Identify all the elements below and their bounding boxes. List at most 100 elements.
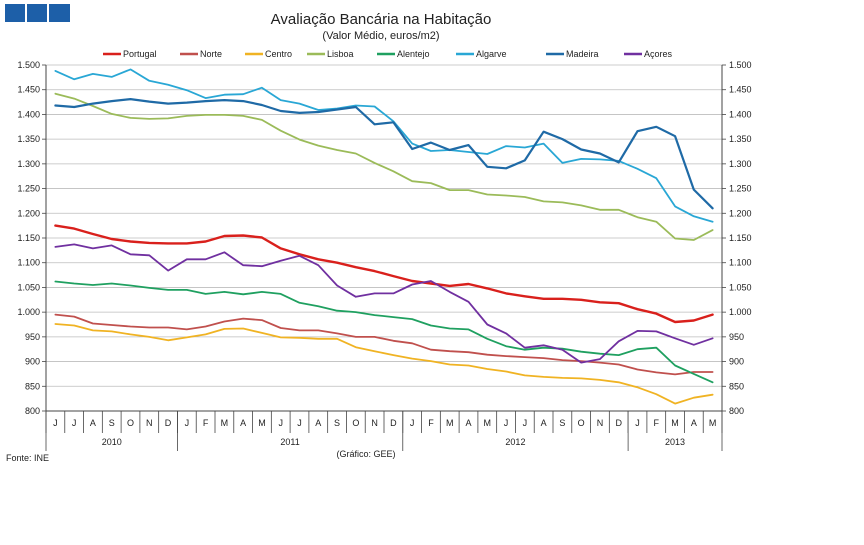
y-tick-label-right: 1.050	[729, 282, 752, 292]
series-line-lisboa	[54, 92, 714, 241]
x-month-label: A	[240, 418, 246, 428]
x-year-label: 2012	[505, 437, 525, 447]
x-month-label: D	[165, 418, 172, 428]
y-tick-label-right: 1.450	[729, 85, 752, 95]
series-line-norte	[54, 313, 714, 376]
x-month-label: J	[278, 418, 283, 428]
legend-label: Centro	[265, 49, 292, 59]
x-year-label: 2013	[665, 437, 685, 447]
x-month-label: A	[90, 418, 96, 428]
x-month-label: N	[146, 418, 153, 428]
y-tick-label-left: 1.400	[17, 109, 40, 119]
y-axis-left: 800 850 900 950 1.000 1.050 1.100 1.150 1.200 1.2…	[17, 60, 47, 416]
x-year-label: 2010	[102, 437, 122, 447]
y-tick-label-left: 1.350	[17, 134, 40, 144]
y-tick-label-right: 850	[729, 381, 744, 391]
x-month-label: M	[671, 418, 679, 428]
x-month-label: N	[371, 418, 378, 428]
legend-label: Portugal	[123, 49, 157, 59]
gee-logo	[5, 4, 70, 22]
chart-title: Avaliação Bancária na Habitação	[271, 11, 492, 28]
y-tick-label-right: 800	[729, 406, 744, 416]
y-tick-label-left: 1.250	[17, 184, 40, 194]
y-tick-label-left: 1.300	[17, 159, 40, 169]
y-tick-label-right: 1.300	[729, 159, 752, 169]
legend-label: Açores	[644, 49, 673, 59]
logo-square-1	[5, 4, 25, 22]
x-month-label: J	[72, 418, 77, 428]
source-note: Fonte: INE	[6, 453, 49, 463]
legend-item: Açores	[624, 49, 673, 59]
x-month-label: F	[654, 418, 660, 428]
x-month-label: F	[428, 418, 434, 428]
chart-subtitle: (Valor Médio, euros/m2)	[322, 30, 439, 42]
y-tick-label-left: 950	[25, 332, 40, 342]
x-month-label: J	[504, 418, 509, 428]
x-month-label: O	[578, 418, 585, 428]
x-month-label: J	[297, 418, 302, 428]
legend-item: Algarve	[456, 49, 507, 59]
legend-label: Alentejo	[397, 49, 430, 59]
x-month-label: J	[410, 418, 415, 428]
x-month-label: A	[315, 418, 321, 428]
x-month-label: J	[53, 418, 58, 428]
logo-square-3	[49, 4, 70, 22]
gridlines	[46, 64, 722, 387]
x-year-label: 2011	[280, 437, 299, 447]
y-tick-label-left: 850	[25, 381, 40, 391]
x-month-label: S	[559, 418, 565, 428]
series-line-madeira	[54, 97, 714, 210]
y-axis-right: 800 850 900 950 1.000 1.050 1.100 1.150 1.200 1.2…	[721, 60, 752, 416]
series-line-centro	[54, 323, 714, 405]
y-tick-label-left: 1.050	[17, 282, 40, 292]
legend: Portugal Norte Centro Lisboa Alentejo Algarve…	[103, 49, 673, 59]
y-tick-label-right: 1.000	[729, 307, 752, 317]
legend-item: Lisboa	[307, 49, 354, 59]
x-month-label: J	[635, 418, 640, 428]
x-month-label: M	[709, 418, 717, 428]
legend-item: Madeira	[546, 49, 599, 59]
x-axis: J J A S O N D J F M A M J J A S O N D J F M A M J J A S O N D J F M A M 2010…	[45, 410, 723, 451]
legend-label: Norte	[200, 49, 222, 59]
y-tick-label-right: 1.200	[729, 208, 752, 218]
legend-label: Madeira	[566, 49, 599, 59]
x-month-label: S	[334, 418, 340, 428]
y-tick-label-left: 900	[25, 357, 40, 367]
y-tick-label-right: 950	[729, 332, 744, 342]
x-month-label: J	[185, 418, 190, 428]
y-tick-label-right: 1.100	[729, 258, 752, 268]
x-month-label: M	[221, 418, 229, 428]
x-month-label: A	[541, 418, 547, 428]
legend-label: Lisboa	[327, 49, 354, 59]
series-line-algarve	[54, 68, 714, 223]
y-tick-label-left: 1.150	[17, 233, 40, 243]
x-month-label: M	[258, 418, 266, 428]
x-month-label: N	[597, 418, 604, 428]
legend-item: Portugal	[103, 49, 157, 59]
x-month-label: O	[352, 418, 359, 428]
y-tick-label-right: 900	[729, 357, 744, 367]
legend-item: Centro	[245, 49, 292, 59]
x-month-label: S	[109, 418, 115, 428]
y-tick-label-right: 1.500	[729, 60, 752, 70]
x-month-label: M	[446, 418, 454, 428]
y-tick-label-left: 1.100	[17, 258, 40, 268]
y-tick-label-right: 1.400	[729, 109, 752, 119]
credit-note: (Gráfico: GEE)	[336, 449, 395, 459]
series-line-portugal	[54, 224, 714, 324]
x-month-label: F	[203, 418, 209, 428]
y-tick-label-left: 1.500	[17, 60, 40, 70]
x-month-label: D	[390, 418, 397, 428]
x-month-label: M	[484, 418, 492, 428]
series-lines	[54, 68, 714, 405]
y-tick-label-right: 1.150	[729, 233, 752, 243]
y-tick-label-right: 1.350	[729, 134, 752, 144]
y-tick-label-left: 800	[25, 406, 40, 416]
y-tick-label-left: 1.450	[17, 85, 40, 95]
x-month-label: O	[127, 418, 134, 428]
x-month-label: A	[465, 418, 471, 428]
legend-item: Norte	[180, 49, 222, 59]
y-tick-label-left: 1.000	[17, 307, 40, 317]
